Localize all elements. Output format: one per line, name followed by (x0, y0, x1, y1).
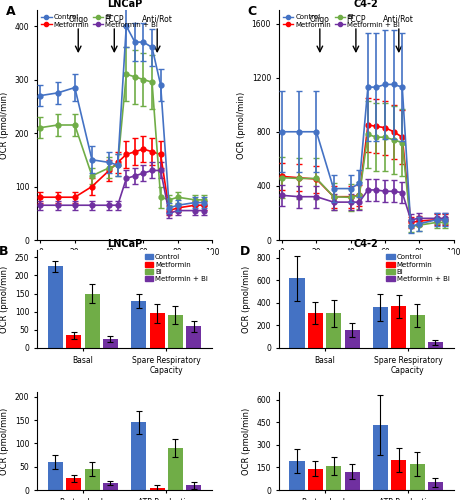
Y-axis label: OCR (pmol/min): OCR (pmol/min) (242, 266, 251, 332)
Text: Oligo: Oligo (310, 15, 330, 24)
Bar (150, 314, 165, 348)
Legend: Control, Metformin, BI, Metformin + BI: Control, Metformin, BI, Metformin + BI (386, 254, 450, 283)
Bar (391, 306, 406, 348)
Bar (391, 460, 406, 490)
Bar (48, 462, 63, 490)
Legend: Control, Metformin, BI, Metformin + BI: Control, Metformin, BI, Metformin + BI (40, 14, 159, 28)
Y-axis label: OCR (pmol/min): OCR (pmol/min) (242, 408, 251, 474)
Title: LNCaP: LNCaP (107, 0, 142, 9)
Title: C4-2: C4-2 (354, 239, 379, 249)
Bar (48, 266, 63, 348)
Legend: Control, Metformin, BI, Metformin + BI: Control, Metformin, BI, Metformin + BI (282, 14, 400, 28)
Y-axis label: OCR (pmol/min): OCR (pmol/min) (0, 408, 9, 474)
Text: A: A (6, 6, 15, 18)
Bar (428, 482, 443, 490)
Text: Anti/Rot: Anti/Rot (142, 15, 173, 24)
Y-axis label: OCR (pmol/min): OCR (pmol/min) (0, 266, 9, 332)
Y-axis label: OCR (pmol/min): OCR (pmol/min) (237, 92, 246, 158)
Bar (308, 469, 323, 490)
Bar (131, 301, 146, 348)
Bar (373, 425, 388, 490)
Bar (103, 483, 118, 490)
Bar (168, 448, 183, 490)
Bar (308, 313, 323, 348)
X-axis label: Time (minutes): Time (minutes) (93, 262, 156, 271)
Title: LNCaP: LNCaP (107, 239, 142, 249)
Bar (131, 422, 146, 490)
Text: C: C (247, 6, 256, 18)
Title: C4-2: C4-2 (354, 0, 379, 9)
Bar (326, 466, 341, 490)
Bar (150, 488, 165, 490)
Y-axis label: OCR (pmol/min): OCR (pmol/min) (0, 92, 9, 158)
Text: FCCP: FCCP (346, 15, 366, 24)
Text: B: B (0, 245, 8, 258)
Text: Anti/Rot: Anti/Rot (383, 15, 414, 24)
Text: D: D (240, 245, 250, 258)
Bar (186, 486, 201, 490)
Bar (344, 472, 360, 490)
Bar (186, 326, 201, 348)
Bar (103, 339, 118, 348)
Bar (373, 308, 388, 348)
Bar (85, 294, 100, 348)
Text: Oligo: Oligo (69, 15, 88, 24)
Legend: Control, Metformin, BI, Metformin + BI: Control, Metformin, BI, Metformin + BI (144, 254, 209, 283)
Bar (344, 330, 360, 348)
Bar (410, 316, 425, 348)
Bar (289, 462, 305, 490)
Bar (66, 478, 81, 490)
Bar (289, 278, 305, 348)
Bar (326, 313, 341, 348)
Text: FCCP: FCCP (105, 15, 124, 24)
Bar (66, 336, 81, 348)
Bar (410, 464, 425, 490)
Bar (85, 469, 100, 490)
Bar (168, 316, 183, 348)
Bar (428, 342, 443, 348)
X-axis label: Time (minutes): Time (minutes) (334, 262, 398, 271)
